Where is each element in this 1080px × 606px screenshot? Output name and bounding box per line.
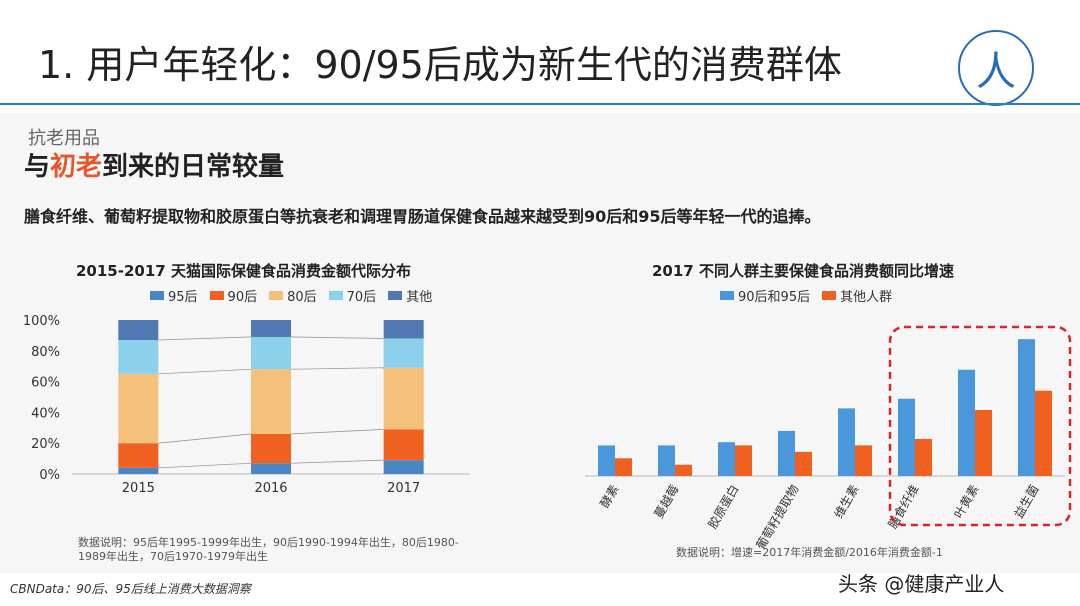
chart2-title: 2017 不同人群主要保健食品消费额同比增速 <box>652 262 954 280</box>
chart2-bar <box>598 445 615 476</box>
chart2-xtick-label: 葡萄籽提取物 <box>753 482 802 552</box>
chart1-legend-label: 80后 <box>287 290 317 305</box>
chart1-legend-label: 90后 <box>227 290 258 305</box>
chart1-ytick-label: 60% <box>31 376 60 391</box>
chart1-bar-segment <box>383 460 424 474</box>
intro-text: 膳食纤维、葡萄籽提取物和胶原蛋白等抗衰老和调理胃肠道保健食品越来越受到90后和9… <box>24 207 821 226</box>
chart2-legend-label: 90后和95后 <box>738 290 811 305</box>
chart2-legend-swatch <box>720 291 734 300</box>
chart2-legend-item: 其他人群 <box>822 286 892 305</box>
growth-rate-chart: 酵素 蔓越莓 胶原蛋白 葡萄籽提取物 维生素 膳食纤维 叶黄素 益生菌 <box>585 325 1072 552</box>
heading-prefix: 与 <box>24 152 51 182</box>
chart2-legend-label: 其他人群 <box>840 290 893 305</box>
chart1-connector-line <box>158 433 252 444</box>
chart1-bar-segment <box>383 367 424 430</box>
chart2-bar <box>855 445 872 476</box>
content-panel <box>0 113 1080 573</box>
chart1-xtick-label: 2016 <box>254 481 287 496</box>
chart2-legend-swatch <box>822 291 837 300</box>
chart1-ytick-label: 100% <box>23 314 60 329</box>
person-badge-icon: 人 <box>958 30 1034 106</box>
chart2-bar <box>615 458 632 476</box>
chart1-ytick-label: 20% <box>31 437 60 452</box>
chart2-xtick-label: 叶黄素 <box>951 483 981 521</box>
chart2-bar <box>735 445 752 476</box>
chart1-xtick-label: 2015 <box>122 481 155 496</box>
heading-highlight: 初老 <box>50 152 103 182</box>
chart2-bar <box>795 451 812 476</box>
chart1-legend-item: 95后 <box>150 286 198 305</box>
section-label: 抗老用品 <box>28 128 100 149</box>
chart1-bar-segment <box>383 338 424 368</box>
chart1-legend-swatch <box>209 291 224 300</box>
chart2-bar <box>1035 390 1052 476</box>
chart1-connector-line <box>158 336 252 341</box>
chart2-xtick-label: 胶原蛋白 <box>705 482 742 531</box>
chart2-note: 数据说明：增速=2017年消费金额/2016年消费金额-1 <box>676 546 943 559</box>
chart1-ytick-label: 0% <box>39 468 60 483</box>
chart1-connector-line <box>290 336 384 339</box>
chart1-legend-item: 其他 <box>388 286 432 305</box>
chart1-connector-line <box>158 462 252 469</box>
chart2-highlight-box <box>888 325 1072 527</box>
chart1-bar-segment <box>251 463 291 474</box>
heading-suffix: 到来的日常较量 <box>102 152 285 182</box>
chart1-bar-segment <box>118 443 159 468</box>
chart1-connector-line <box>290 459 384 464</box>
chart1-legend-item: 80后 <box>269 286 317 305</box>
chart1-note-text: 数据说明：95后年1995-1999年出生，90后1990-1994年出生，80… <box>78 536 459 563</box>
chart1-legend-item: 70后 <box>328 286 377 305</box>
chart1-bar-segment <box>251 433 291 464</box>
chart2-bar <box>975 409 992 476</box>
chart1-connector-line <box>290 428 384 435</box>
chart2-legend-item: 90后和95后 <box>720 286 810 305</box>
chart2-bar <box>718 442 735 476</box>
chart1-bar-segment <box>251 336 291 370</box>
chart2-bar <box>898 398 915 476</box>
chart1-legend-swatch <box>328 291 343 300</box>
chart1-legend: 95后 90后 80后 70后 其他 <box>150 286 432 305</box>
chart2-bar <box>658 445 675 476</box>
chart1-legend-label: 95后 <box>168 290 198 305</box>
footer-source: CBNData：90后、95后线上消费大数据洞察 <box>10 582 251 596</box>
page-title: 1. 用户年轻化：90/95后成为新生代的消费群体 <box>38 43 842 87</box>
chart1-ytick-label: 80% <box>31 345 60 360</box>
chart2-xtick-label: 蔓越莓 <box>651 483 681 521</box>
chart1-bar-segment <box>251 320 291 337</box>
chart1-bar-segment <box>118 320 159 341</box>
section-heading: 与初老到来的日常较量 <box>24 146 284 183</box>
chart2-legend: 90后和95后 其他人群 <box>720 286 892 305</box>
chart1-bar-segment <box>383 320 424 339</box>
chart2-bar <box>675 464 692 476</box>
chart1-bar-segment <box>118 467 159 474</box>
chart1-title: 2015-2017 天猫国际保健食品消费金额代际分布 <box>76 262 411 280</box>
chart1-connector-line <box>158 368 252 375</box>
chart1-legend-swatch <box>388 291 403 300</box>
chart1-xtick-label: 2017 <box>387 481 420 496</box>
chart1-bar-segment <box>118 373 159 444</box>
chart2-xtick-label: 益生菌 <box>1011 483 1041 521</box>
chart1-legend-item: 90后 <box>209 286 258 305</box>
chart2-xtick-label: 维生素 <box>831 483 861 521</box>
chart1-ytick-label: 40% <box>31 406 60 421</box>
chart1-note: 数据说明：95后年1995-1999年出生，90后1990-1994年出生，80… <box>78 536 473 564</box>
chart1-legend-label: 其他 <box>406 290 433 305</box>
chart1-legend-swatch <box>269 291 284 300</box>
title-divider <box>0 103 1080 105</box>
chart2-bar <box>1018 339 1035 476</box>
chart1-legend-swatch <box>150 291 164 300</box>
chart2-bar <box>958 369 975 476</box>
chart1-bar-segment <box>251 369 291 434</box>
chart1-connector-line <box>290 367 384 370</box>
chart1-bar-segment <box>118 340 159 374</box>
generation-share-chart: 0% 20% 40% 60% 80% 100% 2015 2016 2017 <box>23 314 470 496</box>
chart2-bar <box>915 438 932 476</box>
chart2-xtick-label: 酵素 <box>597 483 621 511</box>
chart1-bar-segment <box>383 429 424 461</box>
footer-credit: 头条 @健康产业人 <box>838 572 1005 596</box>
chart2-bar <box>778 430 795 476</box>
chart1-legend-label: 70后 <box>346 290 377 305</box>
chart2-bar <box>838 408 855 476</box>
